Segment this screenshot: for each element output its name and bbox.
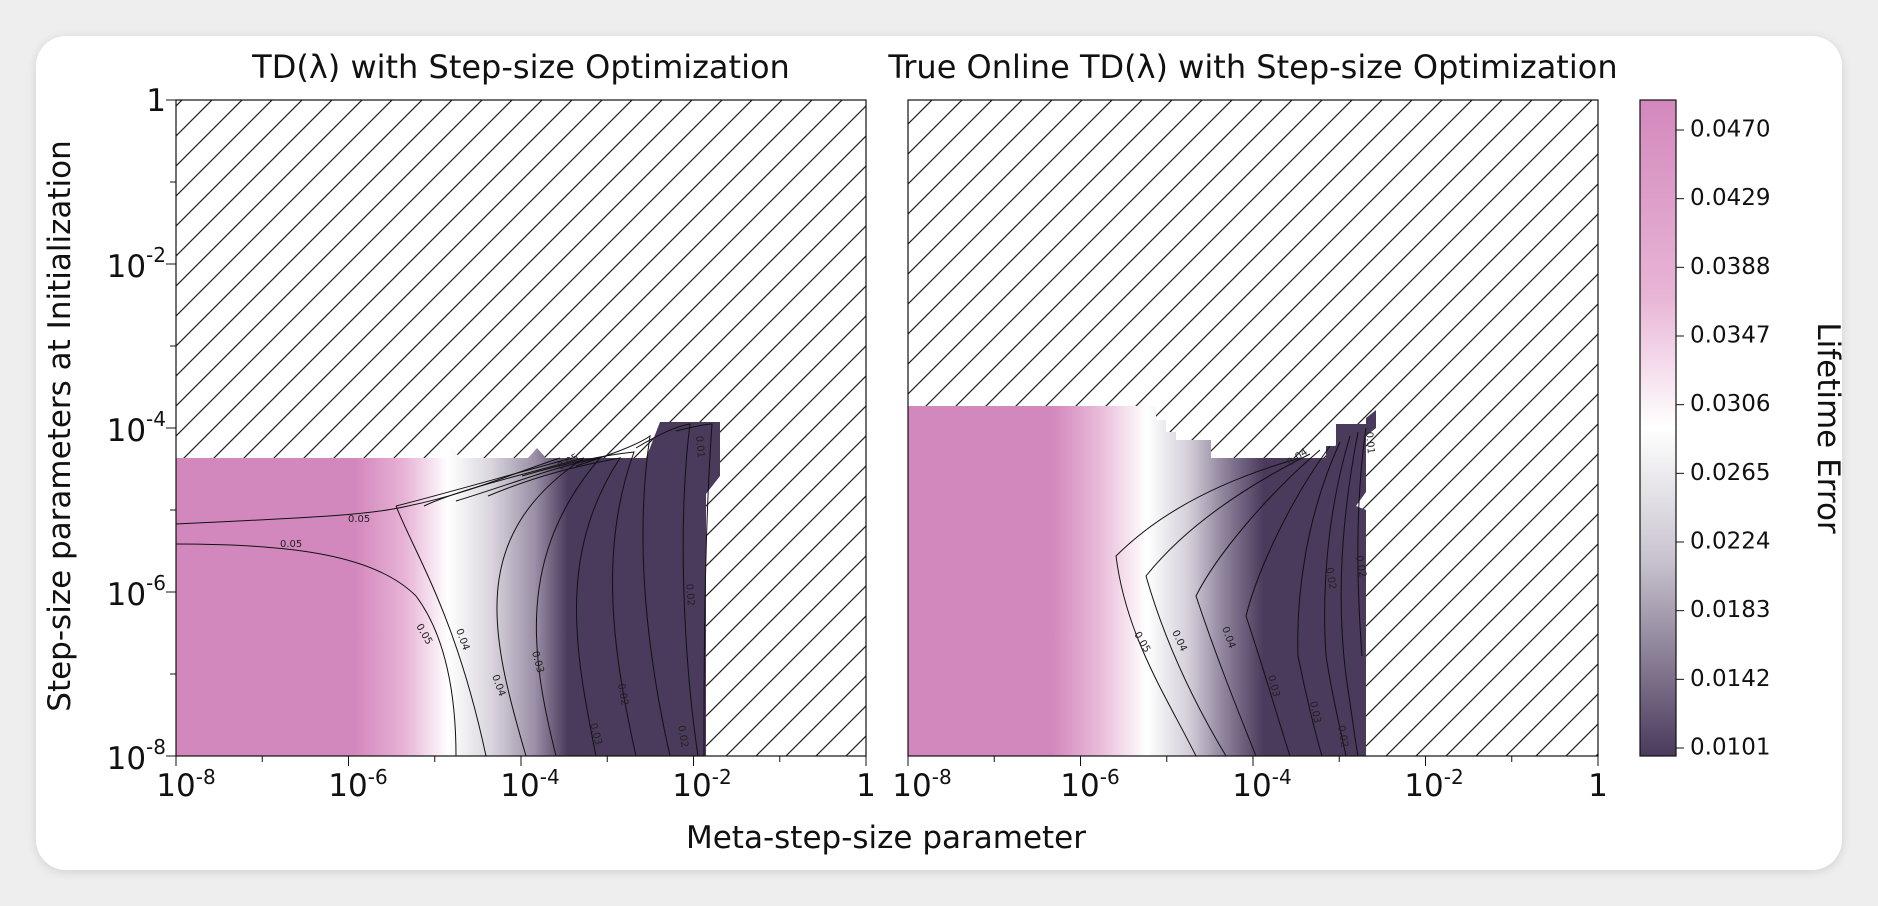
x-tick-label: 10-6 — [328, 765, 387, 804]
colorbar-tick-label: 0.0224 — [1690, 529, 1770, 555]
left-x-tick-labels: 10-8 10-6 10-4 10-2 1 — [156, 765, 876, 804]
colorbar-tick-label: 0.0306 — [1690, 391, 1770, 417]
left-contour-label: 0.02 — [675, 725, 690, 749]
colorbar-tick-label: 0.0347 — [1690, 323, 1770, 349]
colorbar-tick-label: 0.0183 — [1690, 597, 1770, 623]
colorbar-label: Lifetime Error — [1810, 322, 1842, 534]
right-x-tick-labels: 10-8 10-6 10-4 10-2 1 — [892, 765, 1608, 804]
right-contour-label: 0.03 — [1307, 700, 1322, 724]
x-tick-label: 10-6 — [1060, 765, 1119, 804]
y-tick-labels: 1 10-2 10-4 10-6 10-8 — [107, 83, 166, 777]
x-tick-label: 10-4 — [500, 765, 559, 804]
x-tick-label: 1 — [856, 768, 876, 804]
right-contour-label: 0.02 — [1323, 567, 1338, 591]
y-tick-label: 10-2 — [107, 243, 166, 285]
right-chart: True Online TD(λ) with Step-size Optimiz… — [887, 48, 1618, 757]
x-tick-label: 10-8 — [892, 765, 951, 804]
colorbar-tick-label: 0.0101 — [1690, 735, 1770, 761]
colorbar: 0.0470 0.0429 0.0388 0.0347 0.0306 0.0265 0.02… — [1639, 99, 1842, 761]
x-tick-label: 1 — [1588, 768, 1608, 804]
left-contour-label: 0.02 — [683, 583, 696, 606]
y-tick-label: 10-6 — [107, 571, 166, 613]
colorbar-tick-label: 0.0142 — [1690, 666, 1770, 692]
axis-ticks — [166, 99, 1599, 766]
colorbar-gradient — [1639, 99, 1677, 757]
colorbar-tick-label: 0.0388 — [1690, 254, 1770, 280]
colorbar-tick-label: 0.0265 — [1690, 460, 1770, 486]
x-tick-label: 10-4 — [1232, 765, 1291, 804]
left-data-region — [176, 422, 720, 756]
figure-svg: TD(λ) with Step-size Optimization 0.05 0… — [42, 48, 1842, 856]
x-tick-label: 10-2 — [672, 765, 731, 804]
x-tick-label: 10-2 — [1404, 765, 1463, 804]
x-axis-label: Meta-step-size parameter — [686, 820, 1086, 856]
left-chart-title: TD(λ) with Step-size Optimization — [251, 48, 790, 86]
x-tick-label: 10-8 — [156, 765, 215, 804]
y-axis-label: Step-size parameters at Initialization — [42, 140, 78, 711]
left-contour-label: 0.05 — [348, 514, 370, 525]
figure-card: TD(λ) with Step-size Optimization 0.05 0… — [36, 36, 1842, 870]
left-chart: TD(λ) with Step-size Optimization 0.05 0… — [175, 48, 867, 757]
right-data-region — [908, 406, 1376, 756]
left-contour-label: 0.05 — [280, 539, 302, 550]
y-tick-label: 10-4 — [107, 407, 166, 449]
left-contour-label: 0.01 — [693, 435, 706, 458]
left-contour-lines — [176, 423, 713, 756]
left-contour-label: 0.02 — [615, 683, 630, 707]
right-contour-lines — [1115, 427, 1367, 756]
colorbar-tick-label: 0.0429 — [1690, 185, 1770, 211]
colorbar-tick-label: 0.0470 — [1690, 117, 1770, 143]
right-contour-label: 0.02 — [1353, 555, 1368, 579]
right-contour-label: 0.02 — [1335, 725, 1350, 749]
right-chart-title: True Online TD(λ) with Step-size Optimiz… — [887, 48, 1617, 86]
y-tick-label: 1 — [146, 83, 166, 119]
y-tick-label: 10-8 — [107, 735, 166, 777]
right-contour-label: 0.01 — [1363, 431, 1376, 454]
colorbar-ticks: 0.0470 0.0429 0.0388 0.0347 0.0306 0.0265 0.02… — [1676, 117, 1770, 761]
